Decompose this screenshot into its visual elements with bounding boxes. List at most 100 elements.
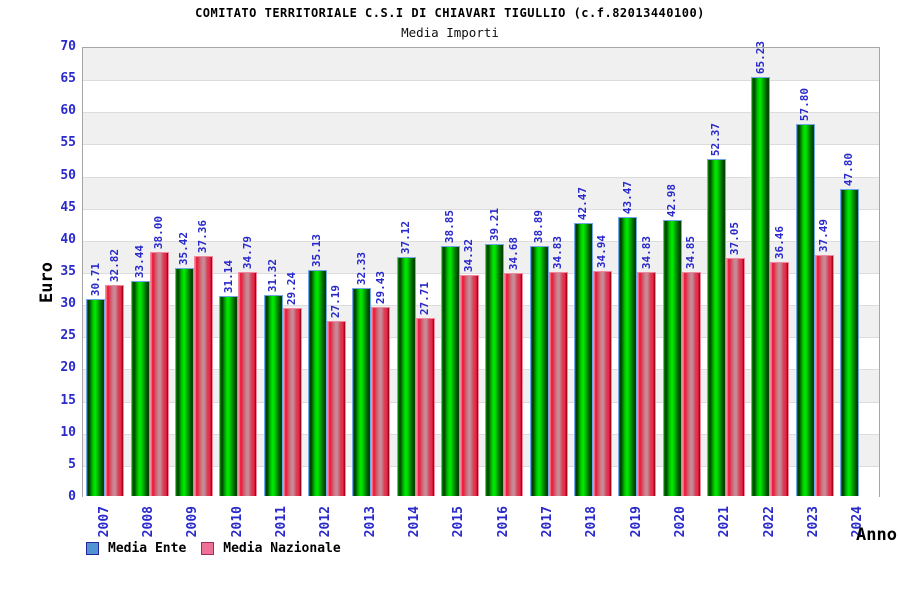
year-label: 2011 — [274, 506, 289, 538]
year-label: 2020 — [673, 506, 688, 538]
legend-swatch-media-ente — [86, 542, 99, 555]
value-label: 43.47 — [620, 180, 634, 214]
value-label: 29.24 — [285, 271, 298, 305]
bar-media-nazionale — [459, 275, 479, 496]
grid-band — [83, 80, 879, 113]
y-tick-label: 20 — [60, 360, 76, 376]
chart-subtitle: Media Importi — [401, 25, 499, 40]
grid-band — [83, 433, 879, 466]
y-tick-label: 0 — [68, 489, 76, 504]
value-label: 34.94 — [595, 234, 609, 268]
value-label: 35.42 — [177, 231, 191, 265]
bar-media-nazionale — [725, 258, 745, 496]
bar-media-ente — [130, 281, 150, 496]
bar-media-ente — [440, 246, 460, 496]
value-label: 38.89 — [532, 209, 545, 243]
value-label: 34.79 — [240, 235, 254, 269]
gridline — [83, 305, 879, 307]
value-label: 37.05 — [728, 221, 742, 255]
year-label: 2021 — [717, 506, 733, 538]
y-axis-ticks: 0 5 10 15 20 25 30 35 40 45 50 55 60 65 70 — [0, 0, 76, 600]
value-label: 29.43 — [373, 270, 387, 304]
y-tick-label: 70 — [60, 39, 76, 54]
y-tick-label: 30 — [60, 296, 76, 312]
year-label: 2015 — [451, 506, 467, 538]
value-label: 57.80 — [798, 87, 811, 121]
gridline — [83, 401, 879, 403]
value-label: 35.13 — [310, 233, 324, 267]
year-label: 2016 — [495, 506, 511, 538]
value-label: 65.23 — [753, 40, 767, 74]
bar-media-nazionale — [814, 255, 834, 496]
plot-area: 30.71 32.82 33.44 38.00 35.42 37.36 31.14 34.79… — [82, 41, 880, 498]
bar-media-nazionale — [193, 256, 213, 496]
bar-media-nazionale — [415, 318, 435, 496]
grid-band — [83, 273, 879, 306]
bar-media-ente — [795, 124, 815, 496]
value-label: 33.44 — [133, 244, 146, 278]
value-label: 47.80 — [842, 152, 856, 186]
value-label: 52.37 — [709, 122, 723, 156]
grid-band — [83, 369, 879, 402]
year-label: 2012 — [318, 506, 334, 538]
value-label: 34.32 — [462, 238, 476, 272]
value-label: 32.82 — [107, 248, 121, 282]
value-label: 39.21 — [487, 207, 501, 241]
bar-media-ente — [529, 246, 549, 496]
chart-title: COMITATO TERRITORIALE C.S.I DI CHIAVARI … — [195, 6, 705, 20]
year-label: 2010 — [229, 506, 245, 538]
value-label: 38.85 — [443, 209, 457, 243]
bar-media-ente — [839, 189, 859, 496]
gridline — [83, 80, 879, 82]
gridline — [83, 433, 879, 435]
legend-label-media-nazionale: Media Nazionale — [223, 541, 341, 556]
bar-media-nazionale — [282, 308, 302, 496]
bar-media-ente — [174, 268, 194, 496]
gridline — [83, 176, 879, 178]
value-label: 36.46 — [772, 225, 786, 259]
value-label: 27.71 — [418, 281, 431, 315]
bar-media-ente — [307, 270, 327, 496]
x-axis-title: Anno — [856, 525, 897, 545]
year-label: 2014 — [407, 506, 422, 538]
value-label: 34.68 — [506, 236, 520, 270]
y-tick-label: 25 — [60, 328, 76, 344]
bar-media-nazionale — [371, 307, 391, 496]
grid-band — [83, 144, 879, 177]
grid-band — [83, 337, 879, 370]
value-label: 34.85 — [684, 235, 697, 269]
grid-band — [83, 48, 879, 81]
year-label: 2022 — [761, 506, 777, 538]
year-label: 2017 — [540, 506, 555, 538]
y-tick-label: 40 — [60, 231, 76, 247]
year-label: 2018 — [584, 506, 600, 538]
year-label: 2019 — [628, 506, 644, 538]
value-label: 30.71 — [88, 262, 102, 296]
y-tick-label: 10 — [60, 424, 76, 440]
year-label: 2013 — [362, 506, 378, 538]
bar-media-ente — [396, 257, 416, 496]
gridline — [83, 273, 879, 274]
y-tick-label: 15 — [60, 392, 76, 408]
value-label: 31.32 — [266, 258, 279, 292]
bar-media-ente — [751, 77, 771, 496]
value-label: 42.98 — [665, 183, 678, 217]
gridline — [83, 112, 879, 114]
gridline — [83, 240, 879, 242]
grid-band — [83, 465, 879, 498]
y-tick-label: 55 — [60, 135, 76, 151]
bar-media-nazionale — [149, 252, 169, 496]
bar-media-nazionale — [105, 285, 125, 496]
value-label: 34.83 — [551, 235, 564, 269]
value-label: 27.19 — [329, 284, 343, 318]
gridline — [83, 144, 879, 146]
year-label: 2023 — [806, 506, 821, 538]
bar-media-nazionale — [637, 272, 657, 496]
bar-media-ente — [573, 223, 593, 496]
bar-media-nazionale — [592, 271, 612, 496]
y-tick-label: 60 — [60, 103, 76, 119]
grid-band — [83, 176, 879, 209]
bar-media-ente — [485, 244, 505, 496]
y-tick-label: 5 — [68, 456, 76, 472]
